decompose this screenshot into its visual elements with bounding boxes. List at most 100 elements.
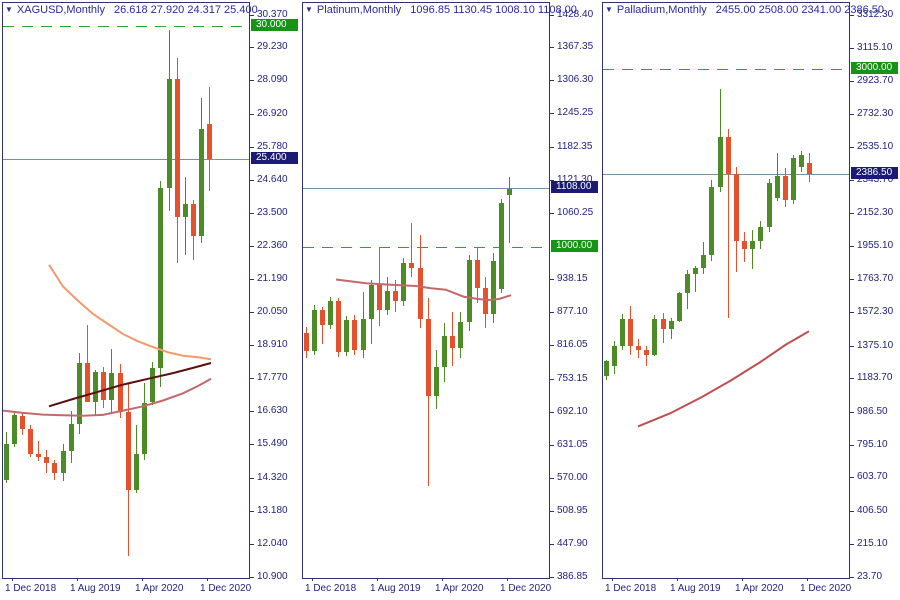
price-axis-label: 28.090 [257, 74, 288, 85]
price-axis-tick [250, 511, 254, 512]
price-axis-tick [250, 345, 254, 346]
date-label: 1 Apr 2020 [735, 583, 784, 594]
candle-wick [321, 307, 323, 345]
price-axis-tick [250, 213, 254, 214]
ohlc-readout: 1096.85 1130.45 1008.10 1108.00 [410, 4, 577, 16]
symbol-dropdown-icon[interactable]: ▼ [5, 5, 13, 14]
price-axis-label: 23.500 [257, 207, 288, 218]
candle-body [433, 367, 439, 396]
price-axis-tick [550, 15, 554, 16]
moving-average-layer [335, 278, 512, 301]
candle-body [327, 300, 333, 325]
price-axis-tick [250, 114, 254, 115]
time-axis[interactable]: 1 Dec 2018 1 Aug 2019 1 Apr 2020 1 Dec 2020 [302, 578, 600, 598]
horizontal-level-line[interactable] [303, 247, 549, 248]
candle-body [685, 274, 690, 294]
candle-body [603, 361, 609, 376]
candle-wick [38, 440, 40, 462]
date-label: 1 Dec 2020 [800, 583, 852, 594]
horizontal-level-line[interactable] [3, 26, 249, 27]
price-axis-tick [550, 113, 554, 114]
candle-body [385, 291, 390, 310]
plot-area[interactable] [302, 2, 550, 579]
price-axis-label: 215.10 [857, 538, 888, 549]
candle-body [709, 187, 715, 256]
price-axis[interactable]: 3312.30 3115.10 2923.70 2732.30 2535.10 2343.… [850, 2, 900, 582]
panel-header: ▼ XAGUSD,Monthly 26.618 27.920 24.317 25.4… [5, 4, 258, 16]
date-label: 1 Dec 2020 [200, 583, 252, 594]
candle-body [790, 158, 796, 201]
candle-body [44, 456, 50, 463]
candle-body [311, 310, 317, 351]
price-axis-tick [850, 48, 854, 49]
price-axis-tick [550, 412, 554, 413]
moving-average-layer [637, 330, 810, 428]
price-axis-tick [250, 80, 254, 81]
horizontal-level-line[interactable] [603, 69, 849, 70]
price-axis-label: 1183.70 [857, 372, 893, 383]
symbol-dropdown-icon[interactable]: ▼ [305, 5, 313, 14]
date-label: 1 Aug 2019 [370, 583, 421, 594]
time-axis[interactable]: 1 Dec 2018 1 Aug 2019 1 Apr 2020 1 Dec 2020 [2, 578, 300, 598]
time-axis-tick [77, 578, 78, 581]
price-axis-label: 12.040 [257, 538, 288, 549]
price-axis-tick [250, 246, 254, 247]
symbol-title: XAGUSD,Monthly [16, 4, 105, 16]
price-axis-tick [850, 544, 854, 545]
symbol-dropdown-icon[interactable]: ▼ [605, 5, 613, 14]
price-axis-label: 25.780 [257, 141, 288, 152]
candle-body [660, 318, 666, 330]
price-axis-tick [850, 511, 854, 512]
price-axis-tick [850, 213, 854, 214]
candle-body [807, 162, 813, 175]
price-axis-label: 20.050 [257, 306, 288, 317]
price-axis-label: 1060.25 [557, 207, 594, 218]
price-axis-tick [850, 246, 854, 247]
chart-panel-platinum: ▼ Platinum,Monthly 1096.85 1130.45 1008.10… [300, 0, 600, 600]
candle-body [85, 362, 90, 402]
price-axis-tick [550, 279, 554, 280]
date-label: 1 Apr 2020 [135, 583, 184, 594]
date-label: 1 Aug 2019 [670, 583, 721, 594]
candle-body [733, 174, 739, 242]
current-price-line [303, 188, 549, 189]
price-axis-label: 21.190 [257, 273, 288, 284]
price-axis-tick [850, 312, 854, 313]
price-axis-tick [550, 147, 554, 148]
price-axis-label: 14.320 [257, 472, 288, 483]
price-axis-label: 1955.10 [857, 240, 894, 251]
date-label: 1 Aug 2019 [70, 583, 121, 594]
candle-body [3, 443, 9, 480]
plot-area[interactable] [602, 2, 850, 579]
candle-body [319, 310, 325, 325]
price-axis[interactable]: 1428.40 1367.35 1306.30 1245.25 1182.35 1121.… [550, 2, 600, 582]
price-badge-current: 1108.00 [551, 181, 598, 193]
price-axis-tick [550, 577, 554, 578]
time-axis-tick [12, 578, 13, 581]
price-axis-tick [550, 445, 554, 446]
candle-body [158, 188, 164, 369]
price-badge-level: 30.000 [251, 19, 298, 31]
candle-body [36, 453, 42, 457]
candle-body [450, 336, 456, 348]
plot-area[interactable] [2, 2, 250, 579]
price-axis[interactable]: 30.370 29.230 28.090 26.920 25.780 24.640 23.5… [250, 2, 300, 582]
candle-body [76, 362, 82, 424]
ma-red [637, 330, 810, 428]
candle-body [174, 78, 180, 217]
price-axis-label: 15.490 [257, 438, 288, 449]
price-axis-tick [250, 411, 254, 412]
time-axis-tick [312, 578, 313, 581]
candle-body [401, 262, 407, 302]
price-axis-label: 23.70 [857, 571, 883, 582]
price-badge-level: 3000.00 [851, 62, 898, 74]
price-axis-label: 2923.70 [857, 75, 894, 86]
time-axis[interactable]: 1 Dec 2018 1 Aug 2019 1 Apr 2020 1 Dec 2020 [602, 578, 900, 598]
candle-body [466, 259, 472, 323]
price-axis-tick [250, 577, 254, 578]
candle-body [360, 318, 366, 350]
candle-body [336, 300, 342, 353]
candle-body [150, 368, 156, 403]
candle-wick [752, 230, 754, 269]
